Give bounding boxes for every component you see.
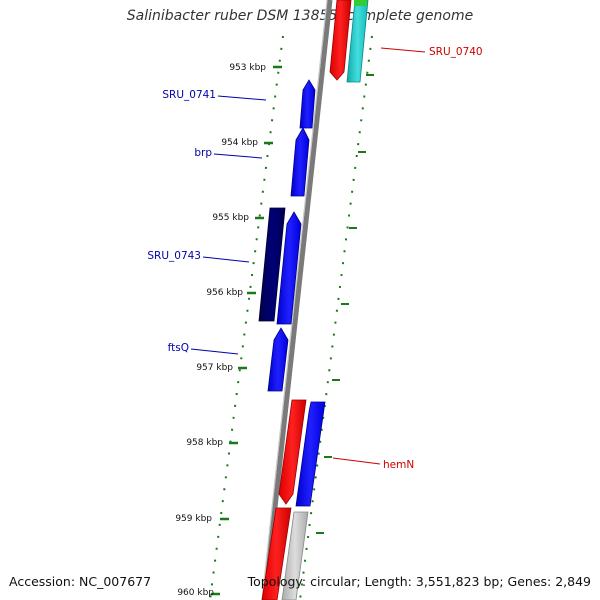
callout-brp [213, 153, 263, 159]
gene-sru0743-navy[interactable] [258, 207, 286, 322]
tick-label: 958 kbp [186, 438, 223, 448]
callout-hemn [332, 457, 381, 465]
gene-sru0743[interactable] [276, 211, 302, 325]
callout-ftsq [190, 348, 239, 355]
tick-label: 956 kbp [206, 288, 243, 298]
gene-label-brp[interactable]: brp [194, 147, 212, 159]
gene-label-sru0741[interactable]: SRU_0741 [162, 89, 216, 101]
callout-sru0741 [217, 95, 267, 101]
gene-hemn[interactable] [295, 401, 326, 507]
genome-info-text: Topology: circular; Length: 3,551,823 bp… [247, 574, 591, 589]
gene-red-inner[interactable] [278, 399, 307, 505]
gene-red-top[interactable] [329, 0, 352, 81]
map-title: Salinibacter ruber DSM 13855, complete g… [126, 8, 474, 24]
gene-label-sru0743[interactable]: SRU_0743 [147, 250, 201, 262]
genome-backbone-highlight [261, 0, 328, 600]
minor-ticks-right [316, 74, 374, 534]
gene-green-top[interactable] [354, 0, 367, 6]
gene-ftsq[interactable] [267, 327, 289, 392]
callout-sru0743 [202, 256, 250, 263]
gene-label-sru0740[interactable]: SRU_0740 [429, 46, 483, 58]
tick-label: 957 kbp [196, 363, 233, 373]
gene-label-hemn[interactable]: hemN [383, 459, 414, 471]
tick-label: 955 kbp [212, 213, 249, 223]
genome-backbone [262, 0, 333, 600]
gene-gray[interactable] [281, 511, 309, 600]
callout-sru0740 [380, 47, 426, 53]
tick-label: 959 kbp [175, 514, 212, 524]
gene-red-inner-bottom[interactable] [261, 507, 292, 600]
tick-label: 960 kbp [177, 588, 214, 598]
tick-label: 954 kbp [221, 138, 258, 148]
gene-label-ftsq[interactable]: ftsQ [168, 342, 189, 354]
tick-label: 953 kbp [229, 63, 266, 73]
gene-sru0741[interactable] [299, 79, 316, 129]
accession-text: Accession: NC_007677 [9, 574, 152, 589]
gene-sru0740[interactable] [346, 0, 369, 83]
gene-brp[interactable] [290, 127, 310, 197]
major-ticks-left [211, 65, 282, 596]
